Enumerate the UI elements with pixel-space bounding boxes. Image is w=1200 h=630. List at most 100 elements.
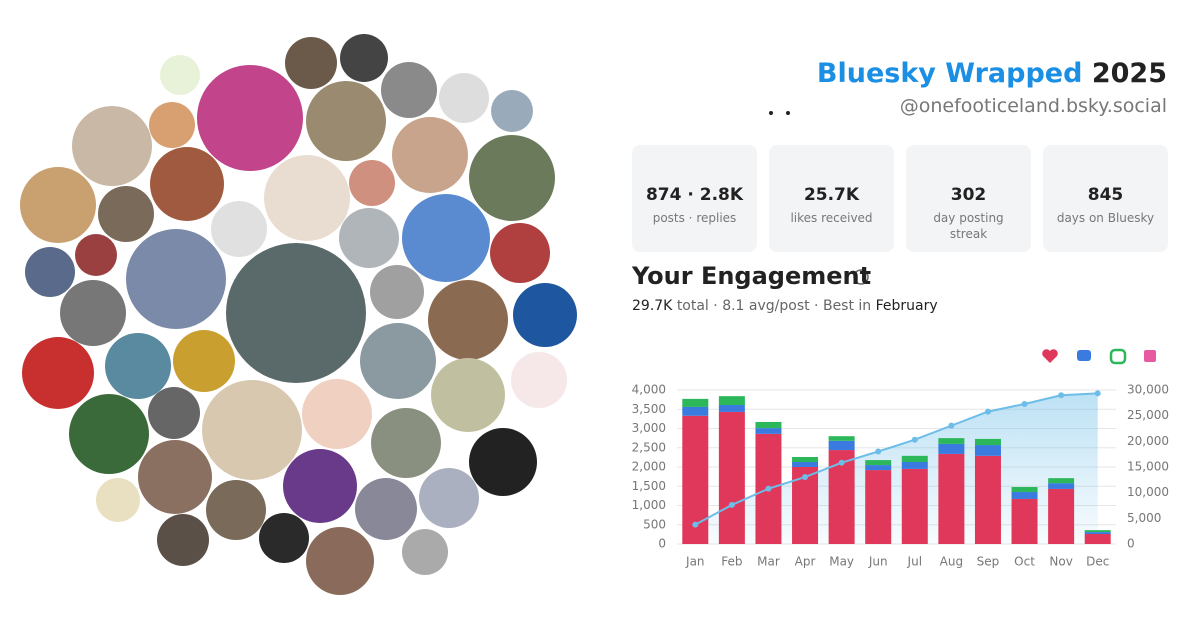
x-tick-label: Sep — [977, 555, 1000, 569]
stat-label: day posting streak — [933, 211, 1004, 241]
avatar — [349, 160, 395, 206]
stat-label: likes received — [790, 211, 873, 225]
avatar — [381, 62, 437, 118]
avatar — [60, 280, 126, 346]
x-tick-label: Jun — [868, 555, 888, 569]
avatar — [511, 352, 567, 408]
bar-segment — [828, 436, 855, 441]
x-tick-label: Jan — [685, 555, 705, 569]
avatar — [302, 379, 372, 449]
legend-icon — [1109, 348, 1127, 365]
year: 2025 — [1091, 58, 1167, 89]
bar-segment — [938, 443, 965, 454]
bar-segment — [1048, 478, 1075, 484]
x-tick-label: Apr — [795, 555, 816, 569]
section-title: Your Engagement — [632, 262, 872, 290]
avatar — [25, 247, 75, 297]
best-label: Best in — [822, 298, 872, 314]
avatar — [96, 478, 140, 522]
avatar — [439, 73, 489, 123]
y-tick-label: 1,000 — [632, 498, 666, 512]
bar-segment — [1011, 498, 1038, 544]
bar-segment — [718, 411, 745, 544]
bar-segment — [718, 396, 745, 406]
bar-segment — [755, 428, 782, 434]
y-tick-label: 2,500 — [632, 440, 666, 454]
bar-segment — [974, 455, 1001, 544]
avatar — [419, 468, 479, 528]
chart: 0 500 1,000 1,500 2,000 2,500 3,000 3,500 4,000 0… — [632, 348, 1169, 569]
line-point — [1094, 390, 1101, 397]
stat-value: 25.7K — [803, 185, 860, 205]
bar-segment — [828, 440, 855, 451]
y2-tick-label: 10,000 — [1127, 485, 1169, 499]
bar-segment — [682, 398, 709, 407]
avatar — [370, 265, 424, 319]
avatar — [72, 106, 152, 186]
bar-segment — [792, 456, 819, 462]
avatar — [149, 102, 195, 148]
best-month: February — [875, 298, 938, 314]
avatar — [469, 428, 537, 496]
avatar — [340, 34, 388, 82]
y2-tick-label: 25,000 — [1127, 408, 1169, 422]
bar-segment — [938, 438, 965, 444]
avatar — [105, 333, 171, 399]
line — [694, 392, 1098, 526]
bar-segment — [1048, 488, 1075, 544]
avatar — [306, 527, 374, 595]
line-point — [1021, 401, 1028, 408]
y-tick-label: 500 — [643, 517, 666, 531]
avatar — [211, 201, 267, 257]
y2-tick-label: 5,000 — [1127, 511, 1161, 525]
avatar — [428, 280, 508, 360]
stat-label: days on Bluesky — [1056, 211, 1155, 225]
legend-icon — [1077, 350, 1091, 361]
avatar — [402, 194, 490, 282]
line-point — [911, 436, 918, 443]
stat-card: 25.7K likes received — [769, 145, 894, 252]
bar-segment — [865, 465, 892, 471]
summary: 29.7K total · 8.1 avg/post · Best in Feb… — [632, 298, 938, 314]
stat-card: 302 day posting streak — [906, 145, 1031, 252]
avatar — [264, 155, 350, 241]
avatar — [22, 337, 94, 409]
avatar — [490, 223, 550, 283]
bar-segment — [974, 438, 1001, 446]
bar-segment — [1084, 533, 1111, 544]
y-tick-label: 2,000 — [632, 460, 666, 474]
x-tick-label: Dec — [1086, 555, 1109, 569]
avatar — [75, 234, 117, 276]
info-icon — [853, 269, 869, 285]
x-tick-label: Jul — [907, 555, 922, 569]
y-tick-label: 3,000 — [632, 421, 666, 435]
bar-segment — [792, 461, 819, 467]
dot — [769, 111, 773, 115]
dot — [786, 111, 790, 115]
line-point — [875, 448, 882, 455]
bar-segment — [865, 460, 892, 466]
avatar — [431, 358, 505, 432]
avatar — [206, 480, 266, 540]
bar-segment — [901, 461, 928, 469]
stat-value: 874 · 2.8K — [645, 185, 744, 205]
x-tick-label: Oct — [1014, 555, 1035, 569]
y2-tick-label: 0 — [1127, 537, 1135, 551]
bar-segment — [682, 406, 709, 416]
avatar — [226, 243, 366, 383]
avatar — [126, 229, 226, 329]
avatar — [160, 55, 200, 95]
line-point — [692, 521, 699, 528]
line-point — [984, 408, 991, 415]
bar-segment — [865, 470, 892, 544]
avatar — [173, 330, 235, 392]
x-tick-label: May — [829, 555, 854, 569]
line-point — [838, 459, 845, 466]
title-text: Bluesky Wrapped — [816, 58, 1083, 89]
line-point — [728, 501, 735, 508]
y-tick-label: 4,000 — [632, 383, 666, 397]
stat-card: 845 days on Bluesky — [1043, 145, 1168, 252]
avatar — [98, 186, 154, 242]
